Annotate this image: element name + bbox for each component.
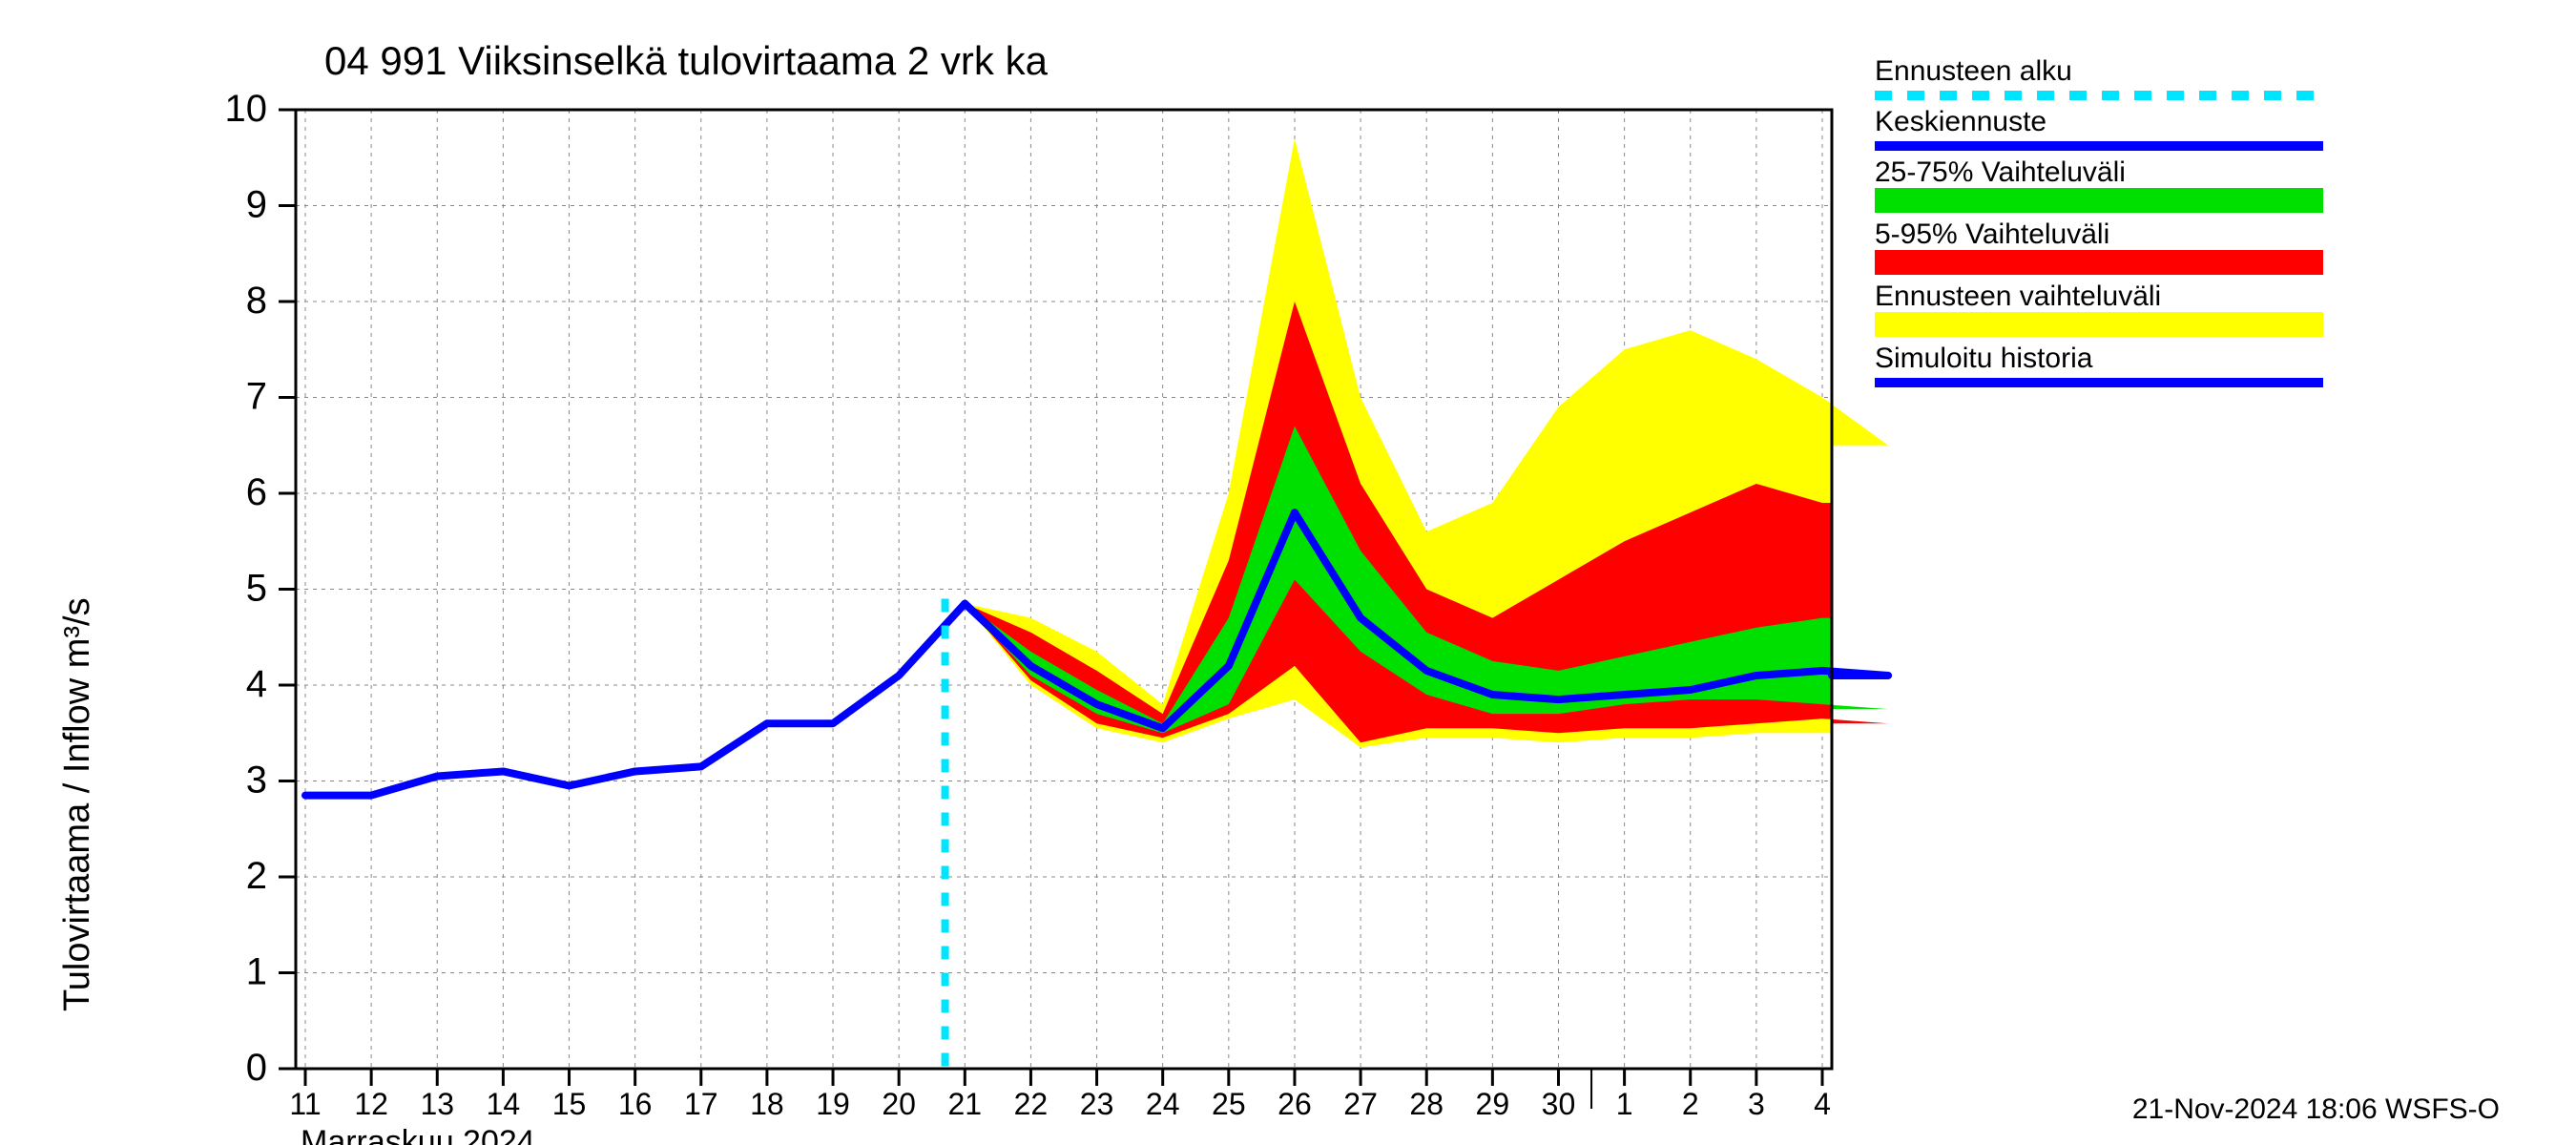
x-tick-label: 29	[1476, 1087, 1510, 1121]
legend-label: 5-95% Vaihteluväli	[1875, 219, 2323, 250]
y-tick-label: 5	[246, 568, 267, 610]
y-tick-label: 9	[246, 184, 267, 226]
x-tick-label: 23	[1080, 1087, 1114, 1121]
x-tick-label: 2	[1682, 1087, 1699, 1121]
x-tick-label: 14	[487, 1087, 521, 1121]
x-tick-label: 12	[354, 1087, 388, 1121]
legend-label: Simuloitu historia	[1875, 343, 2323, 374]
x-tick-label: 24	[1146, 1087, 1180, 1121]
x-tick-label: 27	[1343, 1087, 1378, 1121]
x-tick-label: 16	[618, 1087, 653, 1121]
legend-label: 25-75% Vaihteluväli	[1875, 156, 2323, 188]
legend-item: Simuloitu historia	[1875, 343, 2323, 387]
month-label-fi: Marraskuu 2024	[301, 1124, 535, 1145]
y-axis-label: Tulovirtaama / Inflow m³/s	[57, 597, 98, 1011]
y-tick-label: 1	[246, 951, 267, 993]
x-tick-label: 3	[1748, 1087, 1765, 1121]
x-tick-label: 22	[1014, 1087, 1049, 1121]
legend-label: Ennusteen vaihteluväli	[1875, 281, 2323, 312]
legend-item: 25-75% Vaihteluväli	[1875, 156, 2323, 213]
legend-swatch	[1875, 312, 2323, 337]
x-tick-label: 13	[420, 1087, 454, 1121]
y-tick-label: 0	[246, 1047, 267, 1089]
x-tick-label: 18	[750, 1087, 784, 1121]
x-tick-label: 17	[684, 1087, 718, 1121]
y-tick-label: 8	[246, 280, 267, 322]
timestamp: 21-Nov-2024 18:06 WSFS-O	[2132, 1093, 2500, 1126]
x-tick-label: 21	[948, 1087, 983, 1121]
x-tick-label: 20	[882, 1087, 916, 1121]
chart-container: 0123456789101112131415161718192021222324…	[0, 0, 2576, 1145]
y-tick-label: 3	[246, 760, 267, 802]
legend-swatch	[1875, 250, 2323, 275]
y-tick-label: 10	[225, 88, 268, 130]
y-tick-label: 2	[246, 855, 267, 897]
legend: Ennusteen alku Keskiennuste 25-75% Vaihtel…	[1875, 55, 2323, 393]
legend-swatch	[1875, 188, 2323, 213]
x-tick-label: 4	[1814, 1087, 1831, 1121]
x-tick-label: 11	[289, 1087, 321, 1121]
legend-item: Ennusteen alku	[1875, 55, 2323, 100]
x-tick-label: 1	[1616, 1087, 1633, 1121]
legend-swatch	[1875, 141, 2323, 151]
x-tick-label: 19	[816, 1087, 850, 1121]
x-tick-label: 25	[1212, 1087, 1246, 1121]
x-tick-label: 28	[1409, 1087, 1444, 1121]
y-tick-label: 7	[246, 376, 267, 418]
y-tick-label: 6	[246, 471, 267, 513]
x-tick-label: 26	[1278, 1087, 1312, 1121]
y-tick-label: 4	[246, 663, 267, 705]
legend-swatch	[1875, 378, 2323, 387]
legend-item: Keskiennuste	[1875, 106, 2323, 151]
legend-item: Ennusteen vaihteluväli	[1875, 281, 2323, 337]
legend-item: 5-95% Vaihteluväli	[1875, 219, 2323, 275]
legend-label: Keskiennuste	[1875, 106, 2323, 137]
chart-title: 04 991 Viiksinselkä tulovirtaama 2 vrk k…	[324, 38, 1048, 84]
legend-swatch	[1875, 91, 2323, 100]
legend-label: Ennusteen alku	[1875, 55, 2323, 87]
x-tick-label: 30	[1542, 1087, 1576, 1121]
x-tick-label: 15	[552, 1087, 587, 1121]
